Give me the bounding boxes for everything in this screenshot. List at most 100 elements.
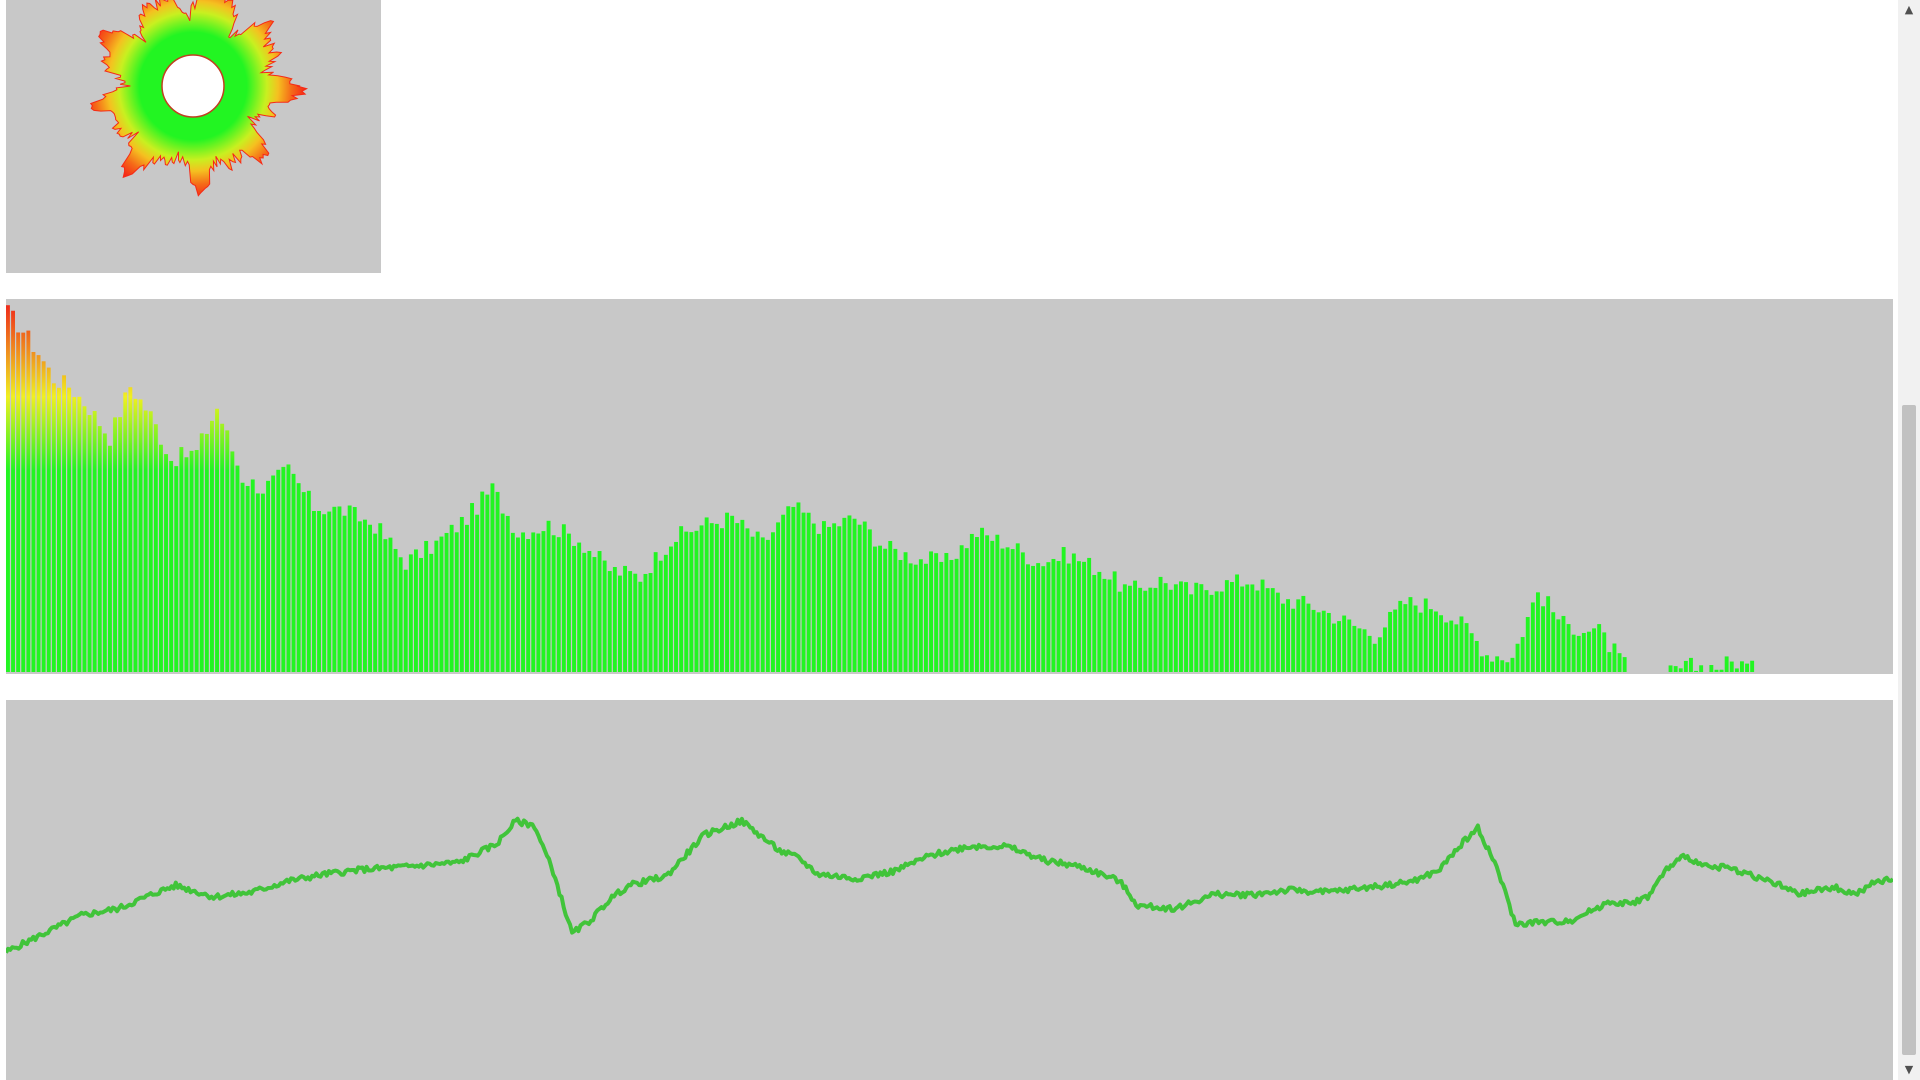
- frequency-bar: [1683, 660, 1688, 672]
- frequency-bar: [1214, 591, 1219, 672]
- waveform-line: [6, 816, 1893, 954]
- frequency-bar: [1617, 653, 1622, 672]
- frequency-bar: [964, 548, 969, 672]
- frequency-bar: [842, 517, 847, 672]
- frequency-bar: [924, 563, 928, 672]
- scrollbar-thumb[interactable]: [1902, 405, 1916, 1055]
- frequency-bar: [1133, 580, 1137, 672]
- frequency-bar: [72, 397, 77, 672]
- frequency-bar: [1179, 581, 1183, 672]
- frequency-bar: [893, 548, 898, 672]
- frequency-bar: [852, 518, 857, 672]
- frequency-bar: [1724, 656, 1729, 672]
- frequency-bar: [1255, 590, 1260, 672]
- frequency-bar: [1107, 579, 1112, 672]
- scroll-up-arrow-icon[interactable]: ▲: [1904, 3, 1914, 16]
- frequency-bar: [633, 573, 638, 672]
- frequency-bar: [918, 559, 923, 672]
- frequency-bar: [1459, 616, 1464, 672]
- frequency-bar: [975, 537, 979, 672]
- frequency-bar: [1398, 600, 1403, 672]
- frequency-bar: [1056, 561, 1061, 672]
- frequency-bar: [312, 511, 316, 672]
- frequency-bar: [516, 537, 520, 672]
- frequency-bar: [597, 551, 602, 672]
- frequency-bar: [1469, 633, 1474, 672]
- frequency-bar: [87, 415, 92, 672]
- frequency-bar: [357, 521, 362, 672]
- frequency-bar: [419, 557, 423, 672]
- frequency-bar: [77, 396, 82, 672]
- frequency-bar: [1066, 563, 1071, 672]
- frequency-bar: [1372, 643, 1377, 672]
- frequency-bar: [577, 542, 582, 672]
- frequency-bar: [954, 558, 959, 672]
- frequency-bar: [862, 521, 867, 672]
- frequency-bar: [403, 569, 408, 672]
- frequency-bar: [1541, 606, 1545, 672]
- frequency-bar: [301, 492, 306, 672]
- frequency-bar: [776, 522, 780, 672]
- frequency-bar: [51, 383, 56, 672]
- frequency-bar: [663, 554, 668, 672]
- frequency-bar: [730, 515, 735, 672]
- frequency-bar: [1275, 592, 1280, 672]
- frequency-bar: [1240, 586, 1245, 672]
- frequency-bar: [57, 387, 61, 672]
- frequency-bar: [449, 524, 454, 672]
- frequency-bar: [653, 552, 658, 672]
- frequency-bar: [459, 516, 464, 672]
- frequency-bar: [1286, 599, 1290, 672]
- frequency-bar: [1311, 609, 1316, 672]
- frequency-bar: [1740, 661, 1744, 672]
- frequency-bars-visualizer: [6, 299, 1893, 674]
- frequency-bar: [1219, 591, 1224, 672]
- frequency-bar: [1607, 652, 1612, 672]
- frequency-bar: [1719, 669, 1724, 672]
- vertical-scrollbar[interactable]: ▲ ▼: [1898, 0, 1920, 1080]
- frequency-bar: [1224, 580, 1229, 672]
- frequency-bar: [1581, 632, 1586, 672]
- frequency-bar: [985, 535, 990, 672]
- frequency-bar: [1020, 552, 1025, 672]
- frequency-bar: [1546, 596, 1551, 672]
- frequency-bar: [1061, 547, 1066, 672]
- frequency-bar: [607, 571, 612, 672]
- frequency-bar: [1530, 602, 1535, 672]
- frequency-bar: [286, 464, 291, 672]
- frequency-bar: [306, 490, 311, 672]
- frequency-bar: [128, 387, 133, 672]
- frequency-bar: [429, 553, 434, 672]
- frequency-bar: [934, 553, 939, 672]
- frequency-bar: [1092, 574, 1097, 672]
- frequency-bar: [1112, 571, 1117, 672]
- frequency-bar: [587, 550, 592, 672]
- frequency-bar: [1031, 565, 1035, 672]
- frequency-bar: [1301, 595, 1306, 672]
- frequency-bar: [255, 493, 260, 672]
- frequency-bar: [801, 512, 806, 672]
- frequency-bar: [485, 494, 490, 672]
- frequency-bar: [791, 506, 796, 672]
- frequency-bar: [505, 515, 510, 672]
- frequency-bar: [1709, 665, 1714, 672]
- frequency-bar: [704, 517, 709, 672]
- frequency-bar: [929, 551, 933, 672]
- frequency-bar: [903, 552, 908, 672]
- frequency-bar: [1051, 558, 1056, 672]
- frequency-bar: [1209, 594, 1214, 672]
- frequency-bar: [1204, 590, 1209, 672]
- frequency-bar: [6, 305, 10, 672]
- frequency-bar: [1510, 657, 1515, 672]
- frequency-bar: [398, 557, 403, 672]
- frequency-bar: [215, 408, 219, 672]
- frequency-bar: [465, 524, 469, 672]
- frequency-bar: [582, 552, 587, 672]
- frequency-bar: [266, 480, 270, 672]
- frequency-bar: [878, 545, 882, 672]
- frequency-bar: [572, 545, 576, 672]
- radial-spectrum-visualizer: [6, 0, 381, 273]
- scroll-down-arrow-icon[interactable]: ▼: [1904, 1063, 1914, 1076]
- frequency-bar: [1536, 592, 1540, 672]
- frequency-bar: [1551, 612, 1556, 672]
